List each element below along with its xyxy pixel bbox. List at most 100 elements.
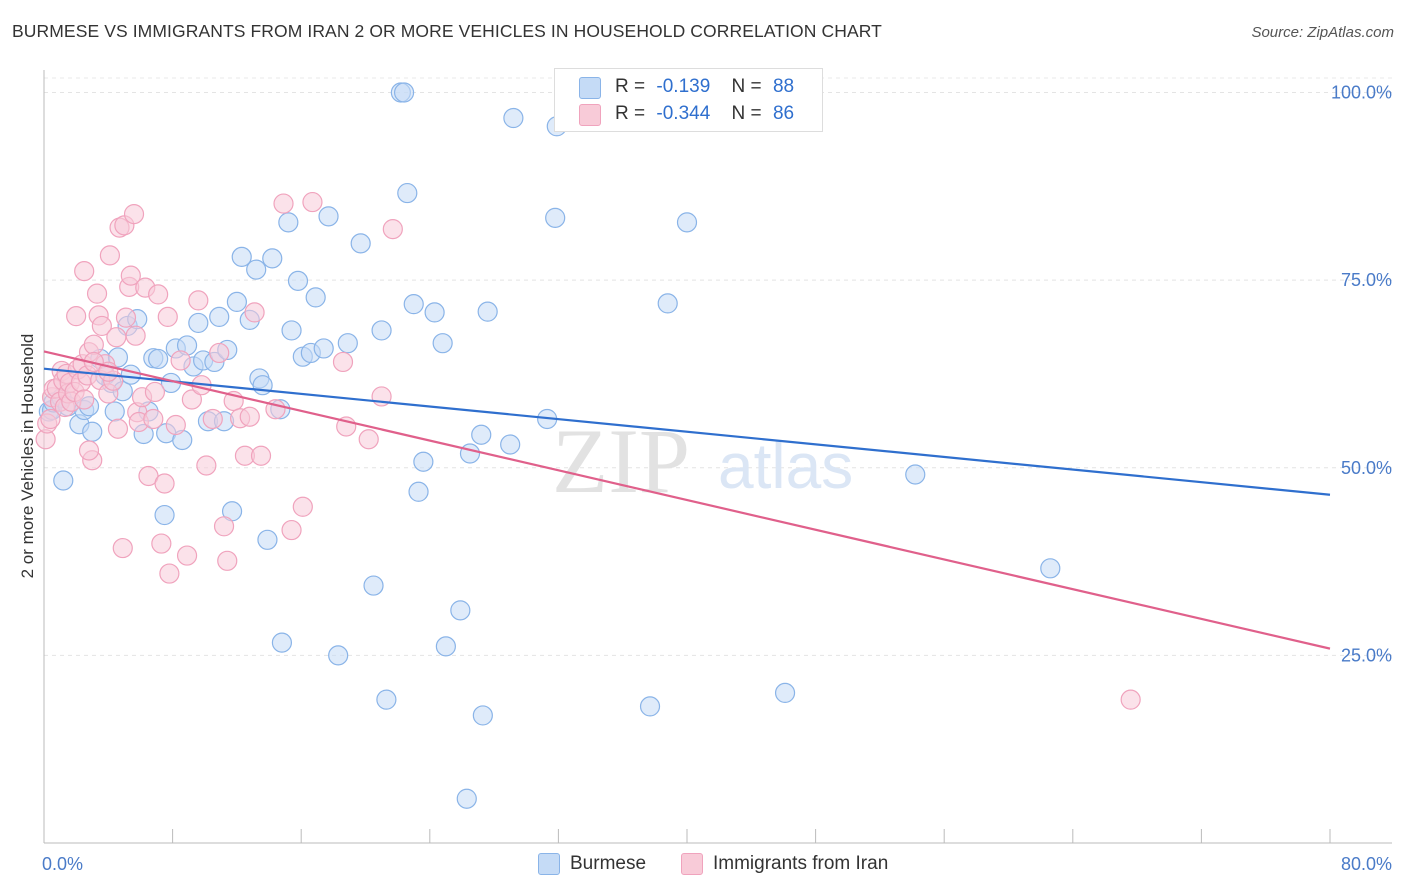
series-iran-points [35,191,1141,710]
data-point [209,306,230,328]
data-point [456,788,477,809]
data-point [363,575,384,596]
data-point [157,306,178,328]
r-label: R = [615,76,646,97]
data-point [188,312,209,334]
legend-label: Burmese [570,853,647,874]
data-point [53,470,74,491]
data-point [91,315,112,337]
data-point [148,348,169,370]
data-point [78,440,100,461]
data-point [239,406,260,427]
data-point [371,320,392,341]
data-point [120,265,141,286]
y-tick-label: 75.0% [1341,270,1392,290]
data-point [107,418,129,439]
data-point [246,259,267,280]
data-point [125,325,146,346]
data-point [459,443,481,464]
data-point [278,212,299,233]
data-point [74,389,95,410]
data-point [217,550,238,571]
legend-swatch-burmese [579,77,601,99]
tick-labels: 25.0% 50.0% 75.0% 100.0% 0.0% 80.0% [42,83,1392,874]
data-point [305,287,326,308]
data-point [170,350,191,371]
data-point [471,424,492,445]
data-point [432,333,453,354]
data-point [257,529,278,550]
legend-swatch [681,853,703,875]
data-point [292,496,313,517]
legend-swatch [538,853,560,875]
data-point [774,682,796,704]
data-point [1120,689,1141,710]
data-point [545,207,566,228]
data-point [273,193,294,214]
data-point [639,696,661,717]
data-point [154,473,175,494]
n-value: 88 [772,76,795,97]
data-point [328,645,349,666]
data-point [450,600,471,621]
data-point [332,351,354,373]
data-point [408,481,429,502]
data-point [159,563,180,584]
data-point [40,408,61,430]
data-point [250,445,272,466]
data-point [86,283,108,304]
series-burmese-points [38,82,1061,809]
data-point [66,306,87,327]
data-point [281,519,302,541]
data-point [112,537,133,559]
data-point [209,342,230,364]
data-point [202,408,223,430]
data-point [397,182,418,204]
data-point [165,414,186,436]
data-point [302,191,323,213]
y-tick-label: 25.0% [1341,645,1392,665]
r-value: -0.139 [656,76,711,97]
source-label: Source: ZipAtlas.com [1251,24,1394,41]
trend-lines [43,350,1331,650]
data-point [123,203,145,225]
data-point [226,291,247,312]
data-point [358,429,379,450]
data-point [104,401,125,422]
x-tick-label: 80.0% [1341,854,1392,874]
data-point [657,293,678,314]
axes [43,70,1392,844]
data-point [148,284,169,305]
legend-swatch-iran [579,104,601,126]
n-value: 86 [772,103,795,124]
data-point [262,248,283,269]
n-label: N = [731,76,762,97]
y-tick-label: 100.0% [1331,83,1392,103]
watermark: ZIP atlas [552,410,853,512]
data-point [435,636,456,657]
data-point [403,294,424,315]
data-point [231,246,252,267]
data-point [151,533,172,554]
data-point [905,464,926,485]
data-point [154,504,175,526]
data-point [382,219,403,240]
trend-line [43,367,1331,496]
data-point [477,301,498,322]
data-point [676,212,698,233]
data-point [74,261,95,282]
data-point [413,451,434,472]
r-value: -0.344 [656,103,711,124]
data-point [196,455,217,476]
gridlines [44,77,1392,656]
data-point [213,516,235,537]
data-point [188,290,209,311]
data-point [106,327,127,348]
data-point [350,233,371,254]
data-point [271,632,293,653]
data-point [500,434,521,455]
data-point [337,333,358,354]
data-point [503,107,524,129]
legend-label: Immigrants from Iran [713,853,889,874]
